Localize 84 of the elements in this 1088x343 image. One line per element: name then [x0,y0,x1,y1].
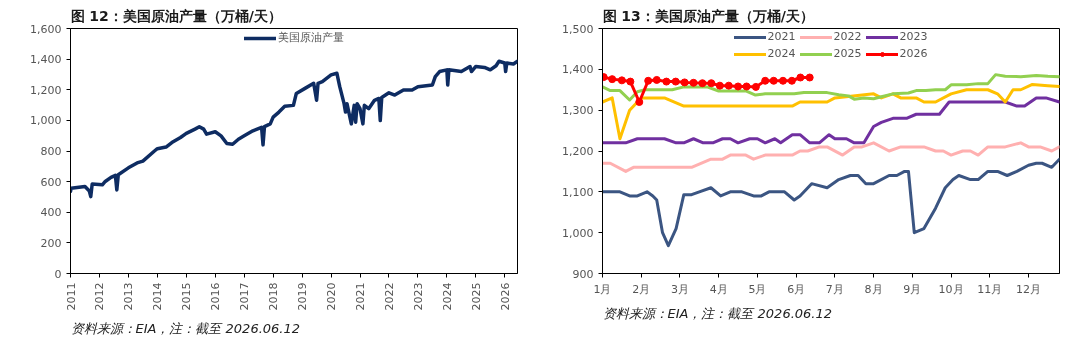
x-tick-label: 2025 [469,282,483,311]
point [698,79,707,88]
line-series [602,96,1060,145]
x-tick-label: 2023 [411,282,425,311]
point [778,76,787,85]
x-tick-label: 11月 [977,282,1003,296]
point [742,82,751,91]
x-tick-label: 2022 [382,282,396,311]
point [635,98,644,106]
x-tick-label: 2020 [325,282,339,311]
point [652,75,661,84]
y-tick-label: 1,100 [562,185,594,199]
point [644,76,653,85]
x-tick-label: 2017 [238,282,252,311]
x-tick-label: 2014 [151,282,165,311]
point [724,81,733,90]
legend-label: 2023 [899,30,928,43]
text: 资料来源：EIA，注：截至 2026.06.12 [602,305,833,321]
x-tick-label: 1月 [593,282,612,296]
y-tick-label: 800 [40,145,62,158]
line-series [602,157,1060,248]
legend-label: 2021 [767,30,796,43]
x-tick-label: 2024 [440,282,454,311]
point [751,82,760,91]
x-tick-label: 4月 [709,282,728,296]
legend-label: 2025 [833,47,862,60]
y-tick-label: 0 [54,267,62,281]
point [769,76,778,85]
x-tick-label: 2026 [498,282,512,311]
x-tick-label: 6月 [787,282,806,296]
x-tick-label: 2月 [632,282,651,296]
point [671,77,680,86]
chart-title: 图 13：美国原油产量（万桶/天） [602,7,814,24]
point [662,77,671,86]
text: 资料来源：EIA，注：截至 2026.06.12 [70,320,301,336]
line-series [602,82,1060,141]
x-tick-label: 7月 [825,282,844,296]
legend-label: 2026 [899,47,928,60]
x-tick-label: 9月 [903,282,922,296]
legend-label: 2022 [833,30,862,43]
y-tick-label: 1,500 [562,22,594,36]
legend-label: 美国原油产量 [277,30,344,45]
x-tick-label: 10月 [938,282,964,296]
y-tick-label: 900 [572,267,594,281]
y-tick-label: 600 [40,175,62,189]
point [796,73,805,82]
x-tick-label: 2013 [122,282,136,311]
x-tick-label: 12月 [1016,282,1042,296]
x-tick-label: 3月 [670,282,689,296]
line-series [70,59,518,199]
line-series [602,141,1060,173]
x-tick-label: 2011 [64,282,78,311]
line-series [602,73,1060,102]
y-tick-label: 1,400 [562,63,594,77]
x-tick-label: 8月 [864,282,883,296]
y-tick-label: 1,200 [562,145,594,158]
point [734,82,743,91]
x-tick-label: 5月 [748,282,767,296]
y-tick-label: 1,000 [562,226,594,240]
x-tick-label: 2019 [296,282,310,311]
point [707,79,716,88]
x-tick-label: 2016 [209,282,223,311]
point [680,78,689,87]
point [626,77,635,86]
point [715,81,724,90]
point [761,76,770,85]
point [689,78,698,87]
x-tick-label: 2021 [354,282,368,311]
legend-label: 2024 [767,47,796,60]
y-tick-label: 200 [40,236,62,250]
x-tick-label: 2018 [267,282,281,311]
x-tick-label: 2012 [93,282,107,311]
point [787,76,796,85]
point [608,75,617,84]
point [805,73,814,82]
y-tick-label: 1,300 [562,104,594,118]
y-tick-label: 400 [40,206,62,220]
x-tick-label: 2015 [180,282,194,311]
point [617,76,626,85]
y-tick-label: 1,400 [30,53,62,67]
y-tick-label: 1,000 [30,114,62,128]
y-tick-label: 1,200 [30,83,62,97]
y-tick-label: 1,600 [30,22,62,36]
chart-title: 图 12：美国原油产量（万桶/天） [70,7,282,24]
